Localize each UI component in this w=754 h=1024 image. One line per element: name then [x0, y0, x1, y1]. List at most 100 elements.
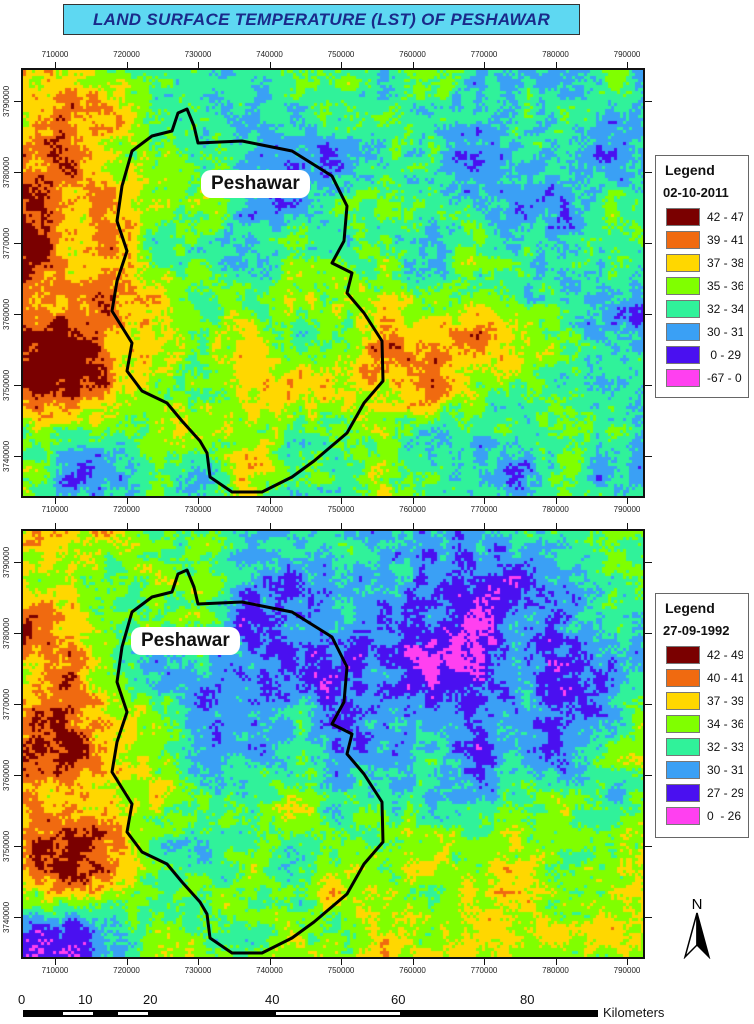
- y-tick: [14, 314, 21, 315]
- x-tick: [627, 62, 628, 68]
- scale-label: 20: [143, 992, 158, 1007]
- x-tick-label: 760000: [399, 505, 426, 514]
- legend-swatch: [666, 345, 700, 364]
- x-tick: [198, 959, 199, 965]
- legend-swatch: [666, 783, 700, 802]
- x-tick-label: 720000: [113, 505, 140, 514]
- y-tick-label: 3790000: [2, 85, 11, 117]
- y-tick: [645, 101, 652, 102]
- x-tick-label: 760000: [399, 966, 426, 975]
- x-tick-label: 770000: [470, 966, 498, 975]
- x-tick: [484, 523, 485, 529]
- y-tick-label: 3780000: [2, 156, 11, 188]
- legend-label: 37 - 39: [707, 693, 743, 708]
- x-tick-label: 740000: [256, 505, 283, 514]
- peshawar-boundary-2011: [110, 107, 385, 494]
- legend-item: 40 - 41: [661, 666, 743, 689]
- y-tick: [645, 775, 652, 776]
- y-tick-label: 3750000: [2, 369, 11, 401]
- y-tick-label: 3770000: [2, 227, 11, 259]
- scale-label: 60: [391, 992, 406, 1007]
- legend-label: 0 - 29: [707, 347, 742, 362]
- x-tick: [341, 523, 342, 529]
- x-tick: [341, 62, 342, 68]
- legend-item: 0 - 29: [661, 343, 743, 366]
- y-tick: [14, 633, 21, 634]
- legend-swatch: [666, 230, 700, 249]
- legend-item: 32 - 34: [661, 297, 743, 320]
- legend-label: 42 - 47: [707, 209, 743, 224]
- x-tick: [55, 959, 56, 965]
- legend-item: 27 - 29: [661, 781, 743, 804]
- x-tick-label: 790000: [613, 50, 641, 59]
- legend-item: 0 - 26: [661, 804, 743, 827]
- map-panel-2011: Peshawar: [21, 68, 645, 498]
- x-tick: [412, 959, 414, 965]
- legend-label: 32 - 34: [707, 301, 743, 316]
- map-title: LAND SURFACE TEMPERATURE (LST) OF PESHAW…: [63, 4, 580, 35]
- x-tick-label: 720000: [113, 50, 140, 59]
- y-tick-label: 3760000: [2, 759, 11, 791]
- legend-swatch: [666, 668, 700, 687]
- legend-label: 30 - 31: [707, 324, 743, 339]
- x-tick-label: 730000: [184, 50, 212, 59]
- legend-item: 35 - 36: [661, 274, 743, 297]
- city-label: Peshawar: [131, 627, 240, 655]
- legend-item: 37 - 38: [661, 251, 743, 274]
- x-tick: [627, 498, 628, 504]
- legend-swatch: [666, 253, 700, 272]
- x-tick: [555, 498, 557, 504]
- x-tick-label: 710000: [41, 505, 69, 514]
- x-tick: [341, 498, 342, 504]
- legend-1992: Legend 27-09-1992 42 - 49 40 - 41 37 - 39 3…: [655, 593, 749, 838]
- y-tick: [645, 917, 652, 918]
- y-tick: [645, 243, 652, 244]
- legend-2011: Legend 02-10-2011 42 - 47 39 - 41 37 - 38 3…: [655, 155, 749, 398]
- legend-swatch: [666, 714, 700, 733]
- lst-raster-1992: [23, 531, 643, 957]
- legend-title: Legend: [665, 162, 715, 178]
- scale-bar: [23, 1010, 598, 1017]
- x-tick: [126, 62, 128, 68]
- legend-label: 27 - 29: [707, 785, 743, 800]
- legend-swatch: [666, 806, 700, 825]
- legend-item: 42 - 47: [661, 205, 743, 228]
- lst-raster-2011: [23, 70, 643, 496]
- x-tick-label: 770000: [470, 50, 498, 59]
- y-tick-label: 3750000: [2, 830, 11, 862]
- title-text: LAND SURFACE TEMPERATURE (LST) OF PESHAW…: [92, 9, 551, 29]
- x-tick: [126, 959, 128, 965]
- legend-item: 39 - 41: [661, 228, 743, 251]
- x-tick: [484, 62, 485, 68]
- x-tick-label: 780000: [542, 966, 569, 975]
- legend-label: 37 - 38: [707, 255, 743, 270]
- legend-swatch: [666, 299, 700, 318]
- legend-date: 27-09-1992: [663, 623, 730, 638]
- scale-label: 40: [265, 992, 280, 1007]
- x-tick: [198, 62, 199, 68]
- y-tick: [14, 172, 21, 173]
- x-tick: [198, 523, 199, 529]
- legend-label: 0 - 26: [707, 808, 742, 823]
- y-tick: [14, 775, 21, 776]
- x-tick: [269, 959, 271, 965]
- x-tick-label: 750000: [327, 505, 355, 514]
- x-tick-label: 710000: [41, 50, 69, 59]
- legend-label: 42 - 49: [707, 647, 743, 662]
- x-tick: [555, 523, 557, 529]
- x-tick: [198, 498, 199, 504]
- y-tick-label: 3780000: [2, 617, 11, 649]
- scale-unit: Kilometers: [603, 1005, 665, 1020]
- x-tick: [55, 498, 56, 504]
- legend-item: 32 - 33: [661, 735, 743, 758]
- y-tick-label: 3790000: [2, 546, 11, 578]
- legend-label: 39 - 41: [707, 232, 743, 247]
- y-tick: [14, 704, 21, 705]
- north-arrow-icon: N: [683, 896, 711, 959]
- x-tick-label: 710000: [41, 966, 69, 975]
- legend-item: 30 - 31: [661, 320, 743, 343]
- y-tick: [645, 846, 652, 847]
- x-tick: [555, 62, 557, 68]
- x-tick: [55, 62, 56, 68]
- legend-swatch: [666, 760, 700, 779]
